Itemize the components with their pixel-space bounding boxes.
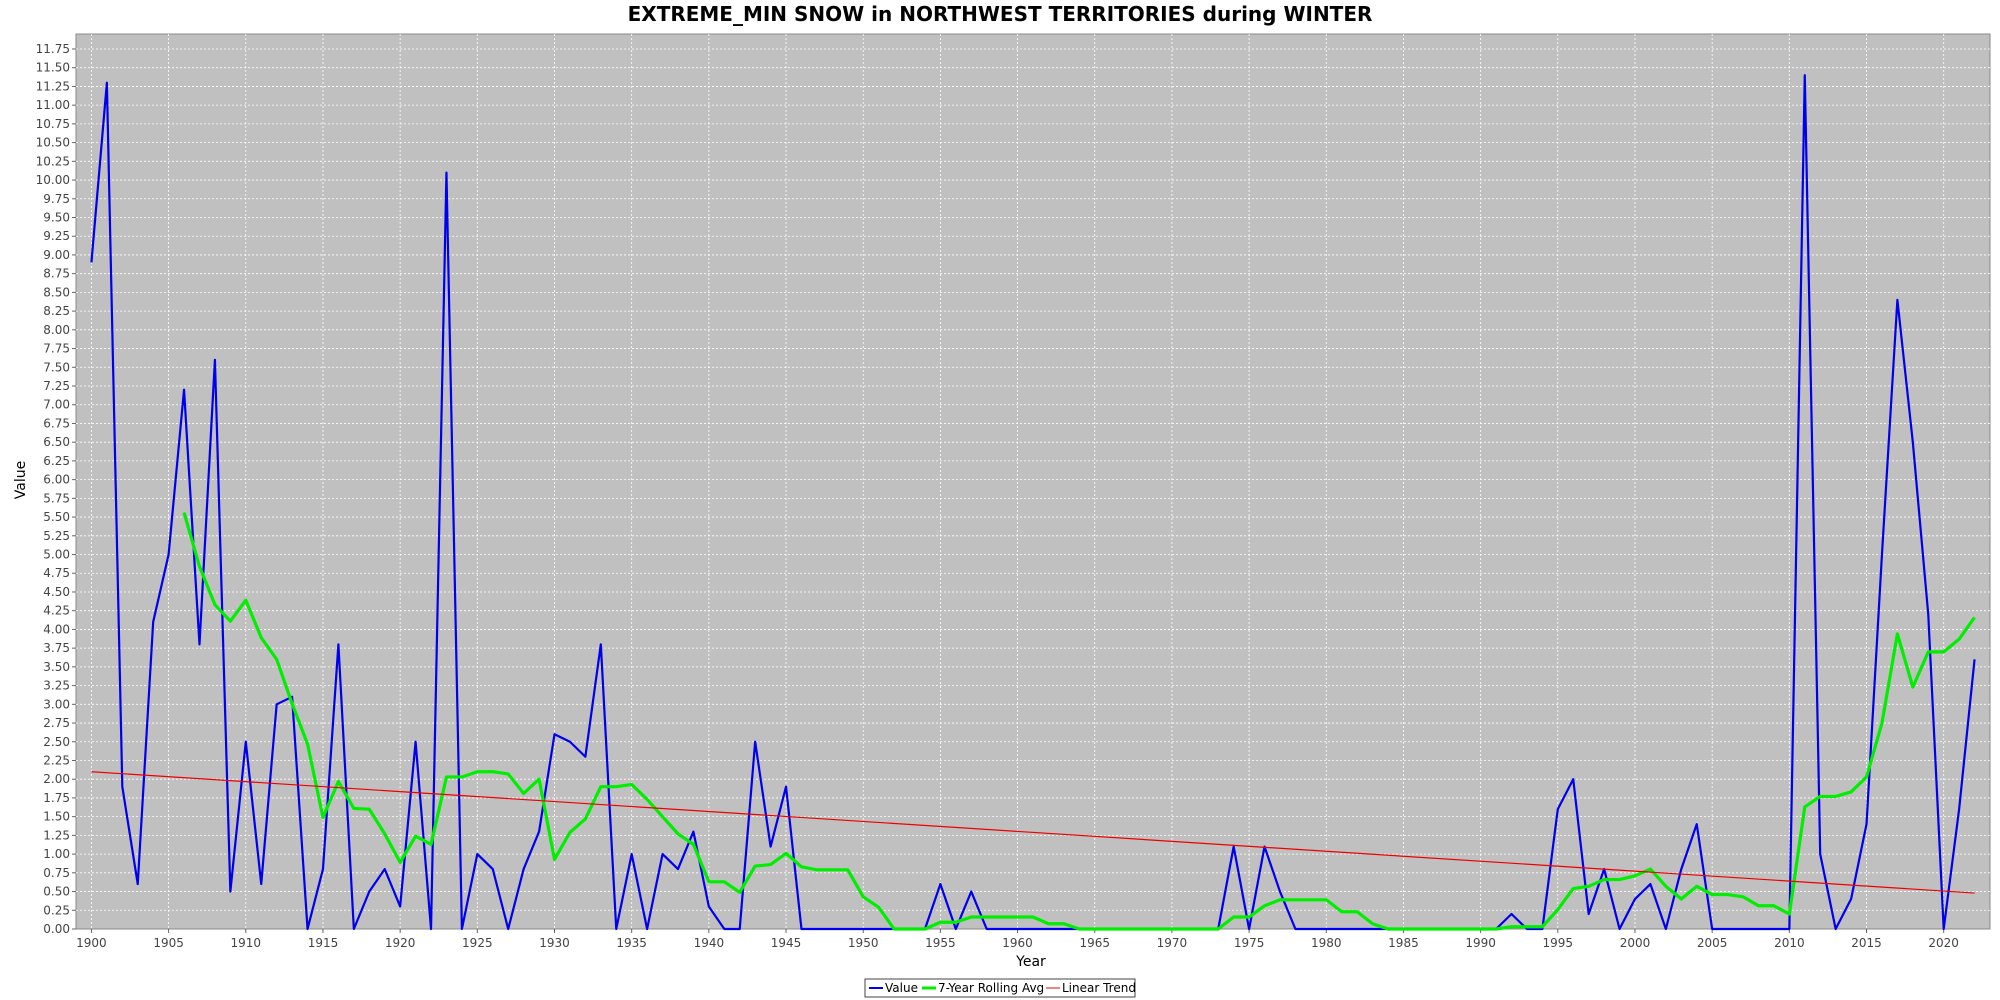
y-tick-label: 5.75	[43, 491, 70, 505]
x-tick-label: 1955	[925, 936, 956, 950]
legend-label-rolling-avg: 7-Year Rolling Avg	[938, 981, 1044, 995]
x-tick-label: 1960	[1002, 936, 1033, 950]
y-tick-label: 9.00	[43, 248, 70, 262]
x-tick-label: 1925	[462, 936, 493, 950]
y-tick-label: 11.50	[36, 61, 70, 75]
y-axis-label: Value	[13, 461, 29, 499]
x-tick-label: 1915	[308, 936, 339, 950]
x-tick-label: 2020	[1928, 936, 1959, 950]
y-tick-label: 7.75	[43, 342, 70, 356]
x-tick-label: 1945	[771, 936, 802, 950]
y-tick-label: 7.50	[43, 360, 70, 374]
x-tick-label: 1980	[1311, 936, 1342, 950]
x-tick-label: 2005	[1697, 936, 1728, 950]
y-tick-label: 6.25	[43, 454, 70, 468]
x-tick-label: 1970	[1157, 936, 1188, 950]
y-tick-label: 0.25	[43, 903, 70, 917]
y-tick-label: 6.00	[43, 473, 70, 487]
series-layer	[90, 74, 1976, 931]
y-tick-label: 1.25	[43, 828, 70, 842]
y-tick-label: 2.25	[43, 753, 70, 767]
y-tick-label: 4.50	[43, 585, 70, 599]
legend-box	[864, 978, 1136, 998]
x-tick-label: 1965	[1079, 936, 1110, 950]
y-tick-label: 8.75	[43, 267, 70, 281]
x-tick-label: 1920	[385, 936, 416, 950]
y-tick-label: 6.50	[43, 435, 70, 449]
y-tick-label: 9.75	[43, 192, 70, 206]
y-tick-label: 1.00	[43, 847, 70, 861]
y-tick-label: 11.75	[36, 42, 70, 56]
x-tick-label: 1985	[1388, 936, 1419, 950]
y-tick-label: 9.50	[43, 210, 70, 224]
y-tick-label: 3.25	[43, 679, 70, 693]
y-tick-label: 0.75	[43, 866, 70, 880]
chart-title: EXTREME_MIN SNOW in NORTHWEST TERRITORIE…	[628, 2, 1373, 26]
y-tick-label: 5.25	[43, 529, 70, 543]
x-tick-label: 1995	[1543, 936, 1574, 950]
y-tick-label: 9.25	[43, 229, 70, 243]
y-tick-label: 2.00	[43, 772, 70, 786]
y-tick-label: 10.75	[36, 117, 70, 131]
y-tick-label: 8.25	[43, 304, 70, 318]
y-tick-label: 2.50	[43, 735, 70, 749]
y-axis-ticks: 0.00 0.25 0.50 0.75 1.00 1.25 1.50 1.75 2.00 2.25…	[36, 42, 76, 936]
x-tick-label: 1935	[616, 936, 647, 950]
x-tick-label: 1940	[694, 936, 725, 950]
x-tick-label: 2015	[1851, 936, 1882, 950]
y-tick-label: 10.50	[36, 136, 70, 150]
x-tick-label: 1975	[1234, 936, 1265, 950]
y-tick-label: 4.00	[43, 622, 70, 636]
x-tick-label: 2010	[1774, 936, 1805, 950]
series-rolling-avg-line	[182, 512, 1976, 931]
x-tick-label: 1905	[153, 936, 184, 950]
y-tick-label: 6.75	[43, 416, 70, 430]
x-tick-label: 1900	[76, 936, 107, 950]
series-linear-trend-line	[91, 771, 1975, 894]
x-tick-label: 1910	[231, 936, 262, 950]
y-tick-label: 0.50	[43, 885, 70, 899]
legend-label-value: Value	[885, 981, 918, 995]
y-tick-label: 8.50	[43, 285, 70, 299]
y-tick-label: 10.00	[36, 173, 70, 187]
y-tick-label: 11.25	[36, 79, 70, 93]
x-axis-ticks: 1900 1905 1910 1915 1920 1925 1930 1935 1940 1945…	[76, 929, 1959, 950]
x-tick-label: 2000	[1620, 936, 1651, 950]
y-tick-label: 8.00	[43, 323, 70, 337]
y-tick-label: 7.00	[43, 398, 70, 412]
y-tick-label: 4.75	[43, 566, 70, 580]
x-axis-label: Year	[1015, 954, 1046, 970]
y-tick-label: 2.75	[43, 716, 70, 730]
y-tick-label: 7.25	[43, 379, 70, 393]
y-tick-label: 3.75	[43, 641, 70, 655]
x-tick-label: 1950	[848, 936, 879, 950]
y-tick-label: 4.25	[43, 604, 70, 618]
x-tick-label: 1990	[1465, 936, 1496, 950]
y-tick-label: 1.75	[43, 791, 70, 805]
y-tick-label: 3.00	[43, 697, 70, 711]
legend-label-linear-trend: Linear Trend	[1062, 981, 1136, 995]
y-tick-label: 11.00	[36, 98, 70, 112]
legend: Value 7-Year Rolling Avg Linear Trend	[864, 978, 1136, 998]
y-tick-label: 5.50	[43, 510, 70, 524]
y-tick-label: 3.50	[43, 660, 70, 674]
y-tick-label: 0.00	[43, 922, 70, 936]
y-tick-label: 10.25	[36, 154, 70, 168]
grid-lines	[76, 34, 1990, 929]
plot-area	[75, 33, 1991, 930]
x-tick-label: 1930	[539, 936, 570, 950]
y-tick-label: 5.00	[43, 548, 70, 562]
y-tick-label: 1.50	[43, 810, 70, 824]
